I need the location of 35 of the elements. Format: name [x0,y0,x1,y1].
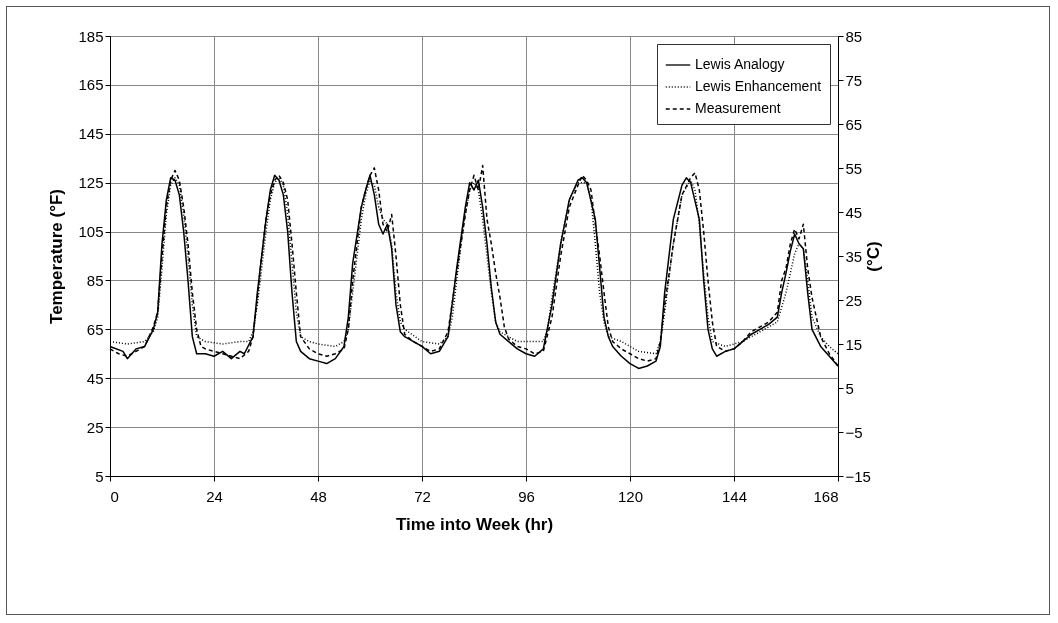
x-axis-title: Time into Week (hr) [395,514,554,534]
y2-tick-label: 85 [845,27,863,45]
y2-tick-label: 65 [845,115,863,133]
x-tick-label: 0 [110,487,119,505]
legend-label: Lewis Analogy [695,56,785,72]
x-tick-label: 120 [617,487,644,505]
y2-tick-label: 75 [845,71,863,89]
x-tick-label: 144 [721,487,748,505]
y2-tick-label: 15 [845,335,863,353]
y-tick-label: 145 [78,125,104,143]
x-tick-label: 96 [518,487,535,505]
y-tick-label: 125 [78,174,104,192]
y2-tick-label: 45 [845,203,863,221]
y-tick-label: 105 [78,223,104,241]
y-axis-title: Temperature (°F) [47,189,67,324]
y2-tick-label: −15 [845,467,871,485]
x-tick-label: 48 [310,487,327,505]
x-tick-label: 24 [206,487,223,505]
y2-tick-label: −5 [845,423,863,441]
x-tick-label: 168 [813,487,839,505]
y2-tick-label: 55 [845,159,863,177]
legend-label: Lewis Enhancement [695,78,822,94]
y-tick-label: 45 [86,369,104,387]
y-tick-label: 65 [86,320,104,338]
y-tick-label: 165 [78,76,104,94]
y-tick-label: 5 [95,467,104,485]
y2-tick-label: 5 [845,379,854,397]
x-tick-label: 72 [414,487,431,505]
y2-tick-label: 35 [845,247,863,265]
y2-axis-title: (°C) [863,241,883,272]
legend-label: Measurement [695,100,781,116]
y-tick-label: 185 [78,27,104,45]
y2-tick-label: 25 [845,291,863,309]
y-tick-label: 25 [86,418,104,436]
y-tick-label: 85 [86,271,104,289]
